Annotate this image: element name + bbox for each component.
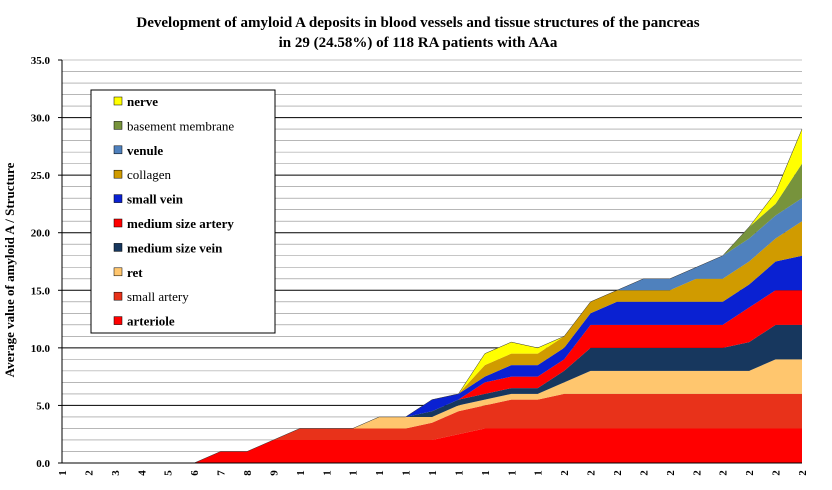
- y-tick-labels: 0.0 5.0 10.0 15.0 20.0 25.0 30.0 35.0: [31, 55, 62, 470]
- area-medium-size-artery: [62, 290, 802, 463]
- x-tick-label: 2: [83, 470, 95, 476]
- area-arteriole: [62, 428, 802, 463]
- x-tick-label: 9: [268, 470, 280, 476]
- legend-swatch: [113, 169, 123, 179]
- legend-swatch: [113, 218, 123, 228]
- x-tick-label: 1: [401, 470, 413, 476]
- x-tick-label: 2: [665, 470, 677, 476]
- x-tick-label: 2: [612, 470, 624, 476]
- legend: nerve basement membrane venule collagen smal…: [90, 89, 276, 334]
- legend-swatch: [113, 194, 123, 203]
- x-tick-label: 1: [348, 470, 360, 476]
- x-tick-label: 3: [110, 470, 122, 476]
- legend-swatch: [113, 291, 123, 301]
- area-small-vein: [62, 255, 802, 463]
- x-tick-label: 6: [189, 470, 201, 476]
- legend-swatch: [113, 316, 123, 325]
- x-tick-label: 5: [163, 470, 175, 476]
- x-tick-label: 7: [216, 470, 228, 476]
- area-small-artery: [62, 393, 802, 463]
- y-tick-label: 0.0: [36, 458, 50, 470]
- legend-swatch: [113, 243, 123, 252]
- axes: [61, 60, 802, 464]
- legend-entry: ret: [127, 265, 143, 280]
- x-tick-label: 1: [295, 470, 307, 476]
- x-tick-label: 1: [453, 470, 465, 476]
- area-ret: [62, 359, 802, 463]
- x-tick-label: 2: [797, 470, 809, 476]
- x-tick-label: 2: [559, 470, 571, 476]
- y-tick-label: 35.0: [31, 55, 51, 67]
- x-tick-label: 2: [691, 470, 703, 476]
- legend-swatch: [113, 267, 123, 277]
- x-tick-label: 2: [744, 470, 756, 476]
- x-tick-label: 2: [586, 470, 598, 476]
- y-tick-label: 5.0: [36, 400, 50, 412]
- legend-entry: collagen: [127, 167, 172, 182]
- y-axis-label: Average value of amyloid A / Structure: [2, 162, 17, 377]
- y-tick-label: 25.0: [31, 170, 51, 182]
- legend-entry: basement membrane: [127, 118, 234, 133]
- x-tick-labels: 1 2 3 4 5 6 7 8 9 1 1 1 1 1 1 1 1 1 1 2 2 2 2 2 2 2 2 2 2: [57, 470, 809, 476]
- legend-entry: venule: [127, 143, 163, 158]
- legend-swatch: [113, 145, 123, 155]
- x-tick-label: 2: [638, 470, 650, 476]
- legend-entry: medium size vein: [127, 240, 223, 255]
- y-tick-label: 15.0: [31, 285, 51, 297]
- x-tick-label: 2: [718, 470, 730, 476]
- chart-subtitle: in 29 (24.58%) of 118 RA patients with A…: [279, 35, 558, 51]
- x-tick-label: 1: [533, 470, 545, 476]
- y-tick-label: 10.0: [31, 343, 51, 355]
- legend-entry: small artery: [127, 289, 189, 304]
- x-tick-label: 1: [57, 470, 69, 476]
- x-tick-label: 1: [480, 470, 492, 476]
- legend-swatch: [113, 96, 123, 106]
- y-tick-label: 20.0: [31, 228, 51, 240]
- legend-entry: nerve: [127, 94, 158, 109]
- y-tick-label: 30.0: [31, 113, 51, 125]
- stacked-areas: [62, 128, 803, 464]
- legend-swatch: [113, 121, 123, 130]
- legend-entry: small vein: [127, 192, 184, 207]
- area-medium-size-vein: [62, 324, 802, 463]
- legend-entry: arteriole: [127, 314, 175, 329]
- legend-entry: medium size artery: [127, 216, 234, 231]
- x-tick-label: 8: [242, 470, 254, 476]
- x-tick-label: 2: [771, 470, 783, 476]
- x-tick-label: 1: [321, 470, 333, 476]
- chart-title: Development of amyloid A deposits in blo…: [136, 15, 699, 31]
- x-tick-label: 1: [506, 470, 518, 476]
- x-tick-label: 4: [136, 470, 148, 476]
- x-tick-label: 1: [374, 470, 386, 476]
- x-tick-label: 1: [427, 470, 439, 476]
